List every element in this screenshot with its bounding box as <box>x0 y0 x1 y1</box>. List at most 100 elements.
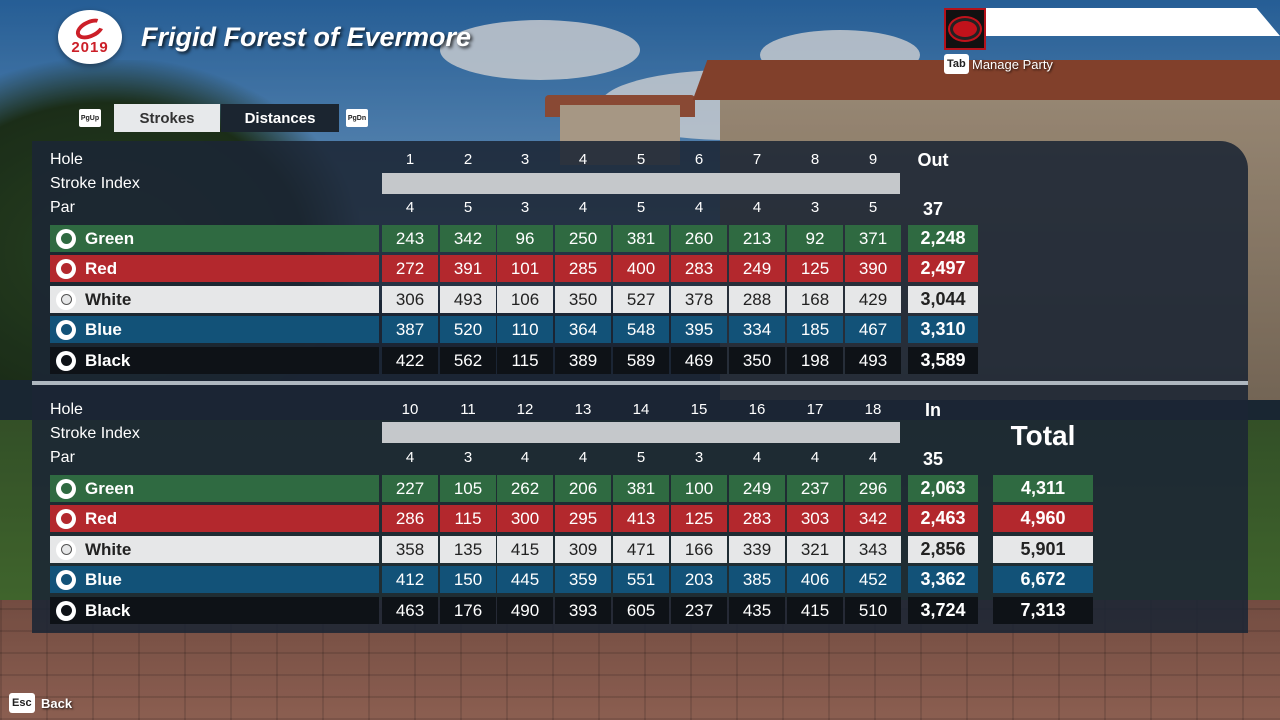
front-par-label: Par <box>50 199 75 216</box>
hole-distance-cell: 249 <box>729 255 785 282</box>
tgc-logo-icon <box>950 18 980 40</box>
hole-number: 14 <box>632 401 650 418</box>
party-avatar[interactable] <box>944 8 986 50</box>
hole-distance-cell: 452 <box>845 566 901 593</box>
hole-distance-cell: 288 <box>729 286 785 313</box>
hole-distance-cell: 390 <box>845 255 901 282</box>
tee-subtotal: 2,463 <box>908 505 978 532</box>
tee-name: Blue <box>85 569 122 589</box>
hole-distance-cell: 105 <box>440 475 496 502</box>
hole-distance-cell: 92 <box>787 225 843 252</box>
hole-number: 6 <box>694 151 704 168</box>
hole-distance-cell: 260 <box>671 225 727 252</box>
tab-strokes[interactable]: Strokes <box>114 104 220 132</box>
tee-marker-icon <box>56 569 76 590</box>
par-value: 4 <box>752 199 762 216</box>
hole-distance-cell: 110 <box>497 316 553 343</box>
pgup-key-badge[interactable]: PgUp <box>79 109 101 127</box>
hole-number: 4 <box>578 151 588 168</box>
esc-key-badge[interactable]: Esc <box>9 693 35 713</box>
hole-distance-cell: 227 <box>382 475 438 502</box>
hole-distance-cell: 510 <box>845 597 901 624</box>
tee-marker-icon <box>56 258 76 279</box>
hole-distance-cell: 309 <box>555 536 611 563</box>
tee-subtotal: 2,856 <box>908 536 978 563</box>
hole-number: 11 <box>460 401 476 418</box>
hole-distance-cell: 469 <box>671 347 727 374</box>
par-value: 4 <box>752 449 762 466</box>
hole-distance-cell: 395 <box>671 316 727 343</box>
hole-distance-cell: 135 <box>440 536 496 563</box>
hole-distance-cell: 527 <box>613 286 669 313</box>
tee-row-label: Blue <box>50 316 379 343</box>
hole-distance-cell: 342 <box>845 505 901 532</box>
manage-party-button[interactable]: Manage Party <box>972 57 1053 72</box>
par-value: 5 <box>636 449 646 466</box>
tee-subtotal: 2,248 <box>908 225 978 252</box>
hole-distance-cell: 306 <box>382 286 438 313</box>
tee-subtotal: 3,362 <box>908 566 978 593</box>
tee-marker-icon <box>56 350 76 371</box>
hole-distance-cell: 250 <box>555 225 611 252</box>
front-stroke-index-bar <box>382 173 900 194</box>
hole-distance-cell: 285 <box>555 255 611 282</box>
par-value: 5 <box>463 199 473 216</box>
tee-row-label: White <box>50 536 379 563</box>
hole-number: 18 <box>864 401 882 418</box>
hole-number: 15 <box>690 401 708 418</box>
tee-name: Green <box>85 228 135 248</box>
tee-total: 4,960 <box>993 505 1093 532</box>
hole-distance-cell: 378 <box>671 286 727 313</box>
hole-distance-cell: 96 <box>497 225 553 252</box>
course-title: Frigid Forest of Evermore <box>141 22 472 52</box>
hole-distance-cell: 125 <box>787 255 843 282</box>
hole-number: 9 <box>868 151 878 168</box>
party-name-bar <box>986 8 1280 36</box>
hole-distance-cell: 422 <box>382 347 438 374</box>
tee-row-label: Red <box>50 255 379 282</box>
tee-name: Blue <box>85 319 122 339</box>
tee-subtotal: 3,589 <box>908 347 978 374</box>
tee-total: 4,311 <box>993 475 1093 502</box>
hole-distance-cell: 415 <box>787 597 843 624</box>
pgdn-key-badge[interactable]: PgDn <box>346 109 368 127</box>
hole-number: 1 <box>405 151 415 168</box>
tee-row-label: Black <box>50 347 379 374</box>
tee-total: 7,313 <box>993 597 1093 624</box>
tee-name: Red <box>85 508 118 528</box>
front-stroke-index-label: Stroke Index <box>50 175 140 192</box>
tee-row-label: Red <box>50 505 379 532</box>
par-value: 4 <box>520 449 530 466</box>
front-hole-label: Hole <box>50 151 83 168</box>
back-button[interactable]: Back <box>41 696 73 711</box>
hole-number: 10 <box>401 401 419 418</box>
back-stroke-index-bar <box>382 422 900 443</box>
tab-distances[interactable]: Distances <box>221 104 339 132</box>
hole-distance-cell: 400 <box>613 255 669 282</box>
hole-distance-cell: 150 <box>440 566 496 593</box>
hole-distance-cell: 350 <box>555 286 611 313</box>
hole-distance-cell: 342 <box>440 225 496 252</box>
hole-distance-cell: 490 <box>497 597 553 624</box>
hole-distance-cell: 286 <box>382 505 438 532</box>
hole-distance-cell: 115 <box>497 347 553 374</box>
tee-marker-icon <box>56 228 76 249</box>
back-hole-label: Hole <box>50 401 83 418</box>
hole-distance-cell: 343 <box>845 536 901 563</box>
tee-name: Green <box>85 478 135 498</box>
tee-marker-icon <box>56 478 76 499</box>
hole-distance-cell: 520 <box>440 316 496 343</box>
hole-distance-cell: 125 <box>671 505 727 532</box>
hole-distance-cell: 413 <box>613 505 669 532</box>
hole-distance-cell: 101 <box>497 255 553 282</box>
back-par-total: 35 <box>922 449 944 469</box>
hole-distance-cell: 589 <box>613 347 669 374</box>
out-header: Out <box>917 150 949 170</box>
par-value: 4 <box>810 449 820 466</box>
hole-distance-cell: 412 <box>382 566 438 593</box>
hole-distance-cell: 562 <box>440 347 496 374</box>
hole-distance-cell: 283 <box>671 255 727 282</box>
hole-distance-cell: 283 <box>729 505 785 532</box>
hole-distance-cell: 115 <box>440 505 496 532</box>
tee-marker-icon <box>56 289 76 310</box>
